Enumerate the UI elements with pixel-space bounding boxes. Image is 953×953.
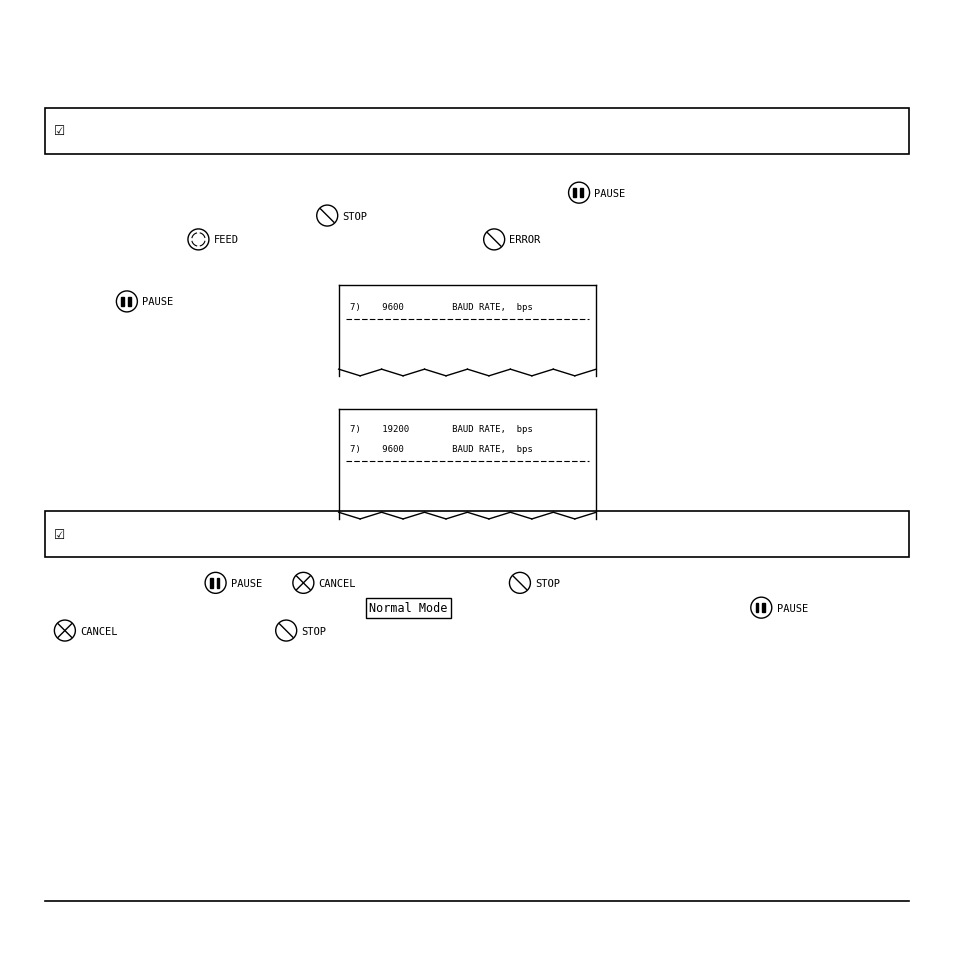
- Text: PAUSE: PAUSE: [231, 578, 262, 588]
- Bar: [755, 603, 758, 613]
- Text: 7)    9600         BAUD RATE,  bps: 7) 9600 BAUD RATE, bps: [350, 444, 533, 453]
- Bar: [216, 578, 219, 588]
- Bar: [579, 189, 582, 198]
- Text: PAUSE: PAUSE: [594, 189, 625, 198]
- Text: CANCEL: CANCEL: [80, 626, 117, 636]
- Text: PAUSE: PAUSE: [142, 297, 173, 307]
- Text: PAUSE: PAUSE: [776, 603, 807, 613]
- Text: 7)    19200        BAUD RATE,  bps: 7) 19200 BAUD RATE, bps: [350, 425, 533, 434]
- Text: ☑: ☑: [54, 528, 66, 541]
- Text: STOP: STOP: [535, 578, 559, 588]
- Bar: [121, 297, 124, 307]
- Text: ☑: ☑: [54, 125, 66, 138]
- Text: STOP: STOP: [301, 626, 326, 636]
- Bar: [210, 578, 213, 588]
- Text: STOP: STOP: [342, 212, 367, 221]
- Bar: [761, 603, 764, 613]
- Text: FEED: FEED: [213, 235, 238, 245]
- FancyBboxPatch shape: [45, 512, 908, 558]
- Text: CANCEL: CANCEL: [318, 578, 355, 588]
- Text: 7)    9600         BAUD RATE,  bps: 7) 9600 BAUD RATE, bps: [350, 303, 533, 312]
- FancyBboxPatch shape: [45, 109, 908, 154]
- Text: Normal Mode: Normal Mode: [369, 601, 447, 615]
- Bar: [128, 297, 131, 307]
- Bar: [573, 189, 576, 198]
- Text: ERROR: ERROR: [509, 235, 540, 245]
